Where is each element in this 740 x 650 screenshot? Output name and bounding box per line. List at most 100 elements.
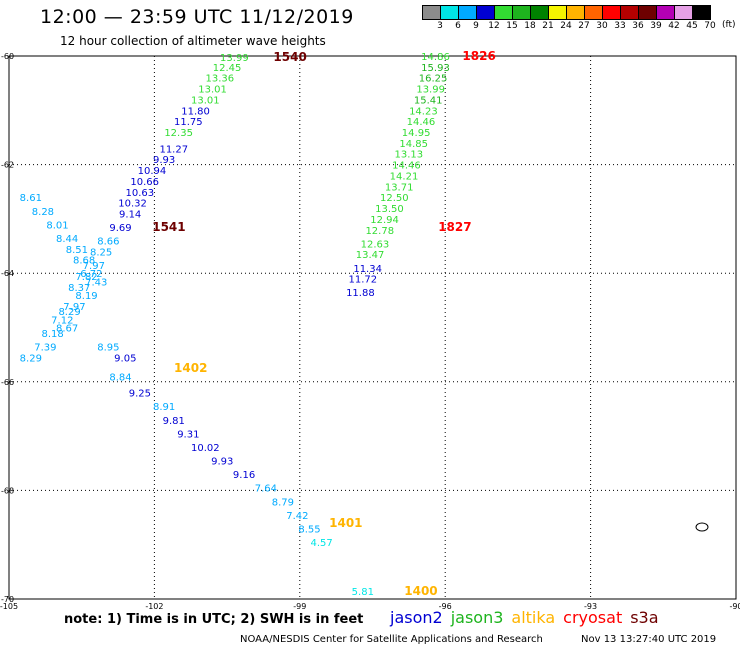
legend-label: 3 <box>437 21 443 31</box>
legend-swatch <box>621 6 639 19</box>
wave-height-value: 10.02 <box>191 443 220 454</box>
lon-tick-label: -90 <box>729 602 740 611</box>
wave-height-value: 13.71 <box>385 182 414 193</box>
satellite-jason3: jason3 <box>450 608 504 627</box>
legend-unit: (ft) <box>722 20 736 30</box>
legend-label: 21 <box>542 21 554 31</box>
pass-time-label: 1402 <box>174 361 207 375</box>
pass-time-label: 1541 <box>152 220 185 234</box>
satellite-s3a: s3a <box>630 608 659 627</box>
wave-height-value: 10.94 <box>138 166 167 177</box>
wave-height-value: 12.35 <box>164 128 193 139</box>
wave-height-value: 14.85 <box>399 139 428 150</box>
wave-height-value: 12.50 <box>380 193 409 204</box>
wave-height-value: 14.95 <box>402 128 431 139</box>
lon-tick-label: -93 <box>584 602 597 611</box>
lat-tick-label: -60 <box>1 52 14 61</box>
wave-height-value: 13.13 <box>395 150 424 161</box>
track-1826: 14.8615.9316.2513.9915.4114.2314.4614.95… <box>346 52 450 299</box>
legend-swatch <box>459 6 477 19</box>
satellite-legend: jason2 jason3 altika cryosat s3a <box>390 608 667 627</box>
wave-height-value: 9.16 <box>233 470 255 481</box>
page-title: 12:00 — 23:59 UTC 11/12/2019 <box>40 6 354 28</box>
legend-label: 12 <box>488 21 500 31</box>
wave-height-value: 9.05 <box>114 353 136 364</box>
wave-height-value: 6.72 <box>80 269 102 280</box>
legend-label: 45 <box>686 21 698 31</box>
wave-height-value: 7.12 <box>51 315 73 326</box>
wave-height-value: 13.01 <box>191 95 220 106</box>
island-outline <box>695 522 709 532</box>
legend-label: 42 <box>668 21 680 31</box>
legend-label: 18 <box>524 21 536 31</box>
lat-tick-label: -66 <box>1 378 14 387</box>
wave-height-value: 14.86 <box>421 52 450 63</box>
wave-height-value: 8.29 <box>58 307 80 318</box>
wave-height-value: 16.25 <box>419 74 448 85</box>
legend-labels: 3 6 9 12 15 18 21 24 27 30 33 36 39 42 45 70 <box>422 20 716 32</box>
wave-height-value: 11.80 <box>181 106 210 117</box>
lat-tick-label: -68 <box>1 486 14 495</box>
wave-height-value: 9.93 <box>153 155 175 166</box>
legend-label: 9 <box>473 21 479 31</box>
wave-height-value: 8.84 <box>109 372 131 383</box>
wave-height-value: 8.01 <box>46 220 68 231</box>
wave-tracks: 13.9912.4513.3613.0113.0111.8011.7512.35… <box>20 52 450 598</box>
wave-height-value: 4.57 <box>310 538 332 549</box>
wave-height-value: 8.66 <box>97 237 119 248</box>
legend-swatch <box>531 6 549 19</box>
wave-height-value: 10.66 <box>130 177 159 188</box>
wave-height-value: 11.34 <box>353 264 382 275</box>
wave-height-value: 9.25 <box>129 389 151 400</box>
wave-height-value: 8.79 <box>272 497 294 508</box>
legend-swatch <box>477 6 495 19</box>
lat-tick-label: -70 <box>1 595 14 604</box>
lat-tick-label: -64 <box>1 269 14 278</box>
wave-height-value: 8.51 <box>66 245 88 256</box>
legend-swatch <box>549 6 567 19</box>
pass-time-label: 1540 <box>273 50 306 64</box>
legend-label: 30 <box>596 21 608 31</box>
satellite-altika: altika <box>511 608 556 627</box>
wave-height-value: 7.42 <box>286 511 308 522</box>
wave-height-value: 10.63 <box>126 188 155 199</box>
legend-label: 36 <box>632 21 644 31</box>
wave-height-value: 9.93 <box>211 457 233 468</box>
legend-swatch <box>657 6 675 19</box>
wave-height-value: 15.93 <box>421 63 450 74</box>
lon-tick-label: -102 <box>145 602 163 611</box>
timestamp-text: Nov 13 13:27:40 UTC 2019 <box>581 634 717 645</box>
wave-height-value: 13.50 <box>375 204 404 215</box>
wave-height-value: 7.97 <box>63 302 85 313</box>
track-1540: 13.9912.4513.3613.0113.0111.8011.7512.35… <box>56 53 249 364</box>
wave-height-value: 10.32 <box>118 199 147 210</box>
wave-height-value: 8.61 <box>20 193 42 204</box>
wave-height-value: 7.97 <box>83 261 105 272</box>
wave-height-value: 8.55 <box>298 524 320 535</box>
legend-swatch <box>441 6 459 19</box>
wave-height-value: 14.21 <box>390 171 419 182</box>
track-1402: 8.84 9.258.91 9.81 9.31 10.02 9.939.167.64 8.7… <box>109 372 332 549</box>
wave-height-value: 9.69 <box>109 223 131 234</box>
page-subtitle: 12 hour collection of altimeter wave hei… <box>60 34 326 48</box>
wave-height-value: 9.81 <box>163 416 185 427</box>
map-grid <box>8 55 737 600</box>
legend-swatch <box>585 6 603 19</box>
wave-height-value: 12.94 <box>370 215 399 226</box>
legend-label: 24 <box>560 21 572 31</box>
pass-time-label: 1400 <box>404 584 437 598</box>
track-1400: 5.81 <box>352 587 374 598</box>
wave-height-value: 9.31 <box>177 429 199 440</box>
wave-height-value: 13.01 <box>198 85 227 96</box>
legend-swatch <box>675 6 693 19</box>
wave-height-value: 8.28 <box>32 207 54 218</box>
wave-height-value: 13.99 <box>416 85 445 96</box>
pass-time-label: 1827 <box>438 220 471 234</box>
satellite-cryosat: cryosat <box>563 608 623 627</box>
legend-swatches <box>422 5 711 20</box>
track-1541: 8.618.288.018.448.518.686.727.438.197.97… <box>20 193 108 364</box>
wave-height-value: 13.47 <box>356 250 385 261</box>
wave-height-value: 15.41 <box>414 95 443 106</box>
wave-height-value: 8.91 <box>153 402 175 413</box>
